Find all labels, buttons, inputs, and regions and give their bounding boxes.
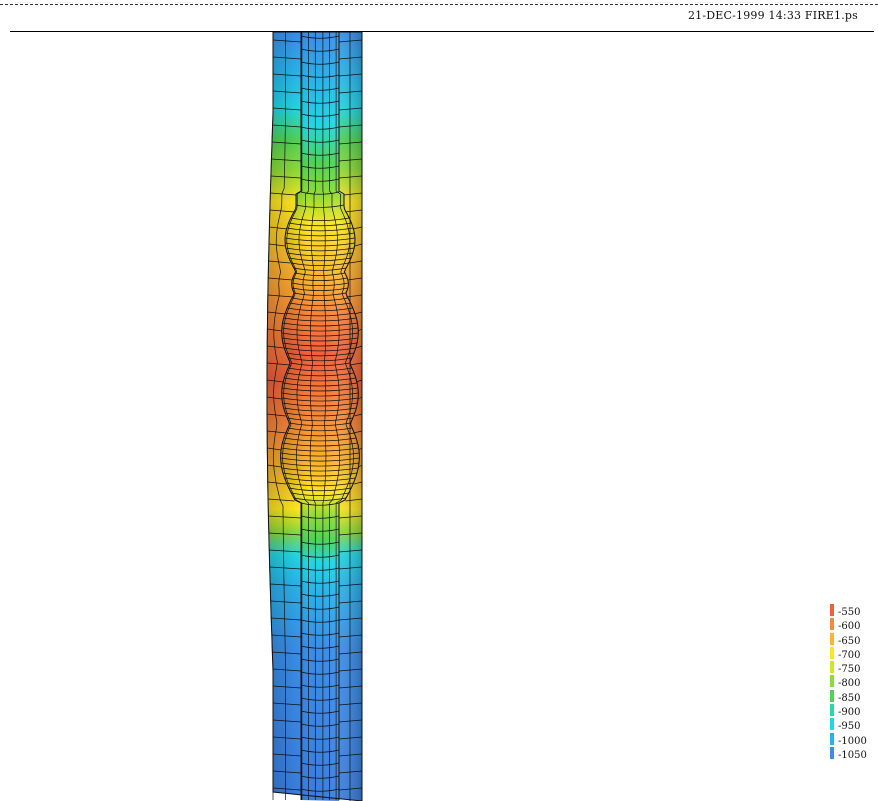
legend-label: -950 xyxy=(838,721,861,733)
legend-entry: -750 xyxy=(828,661,876,675)
legend-entry: -700 xyxy=(828,646,876,661)
legend-entry: -650 xyxy=(828,632,876,647)
mesh-lines xyxy=(266,32,363,801)
inner-pipe xyxy=(280,32,360,801)
legend-swatch xyxy=(830,646,834,659)
legend-swatch xyxy=(830,689,834,702)
top-dashed-border xyxy=(0,4,878,5)
legend-label: -850 xyxy=(838,692,861,704)
legend-entry: -600 xyxy=(828,618,876,632)
legend-swatch xyxy=(830,746,834,759)
legend-swatch xyxy=(830,704,834,717)
legend-swatch xyxy=(830,675,834,688)
legend-label: -800 xyxy=(838,678,861,690)
legend-entry: -850 xyxy=(828,689,876,704)
legend-swatch xyxy=(830,718,834,731)
legend-swatch xyxy=(830,732,834,745)
legend-entry: -1050 xyxy=(828,746,876,761)
legend-label: -550 xyxy=(838,607,861,618)
contour-legend: -550 -600 -650 -700 -750 -800 -850 -900 -950 -100… xyxy=(828,604,876,761)
legend-swatch xyxy=(830,618,834,631)
legend-label: -900 xyxy=(838,707,861,719)
legend-swatch xyxy=(830,632,834,645)
legend-label: -1050 xyxy=(838,749,867,761)
legend-entry: -950 xyxy=(828,718,876,732)
legend-label: -650 xyxy=(838,635,861,647)
legend-label: -750 xyxy=(838,664,861,676)
fe-contour-model xyxy=(266,32,363,801)
legend-entry: -900 xyxy=(828,704,876,718)
legend-entry: -1000 xyxy=(828,732,876,747)
legend-label: -700 xyxy=(838,649,861,661)
legend-swatch xyxy=(830,661,834,674)
legend-label: -1000 xyxy=(838,735,867,747)
legend-entry: -800 xyxy=(828,675,876,689)
inner-shade xyxy=(280,32,360,801)
legend-label: -600 xyxy=(838,621,861,633)
legend-entry: -550 xyxy=(828,604,876,618)
header-timestamp-filename: 21-DEC-1999 14:33 FIRE1.ps xyxy=(687,9,858,22)
legend-swatch xyxy=(830,604,834,616)
header-rule xyxy=(10,31,874,32)
